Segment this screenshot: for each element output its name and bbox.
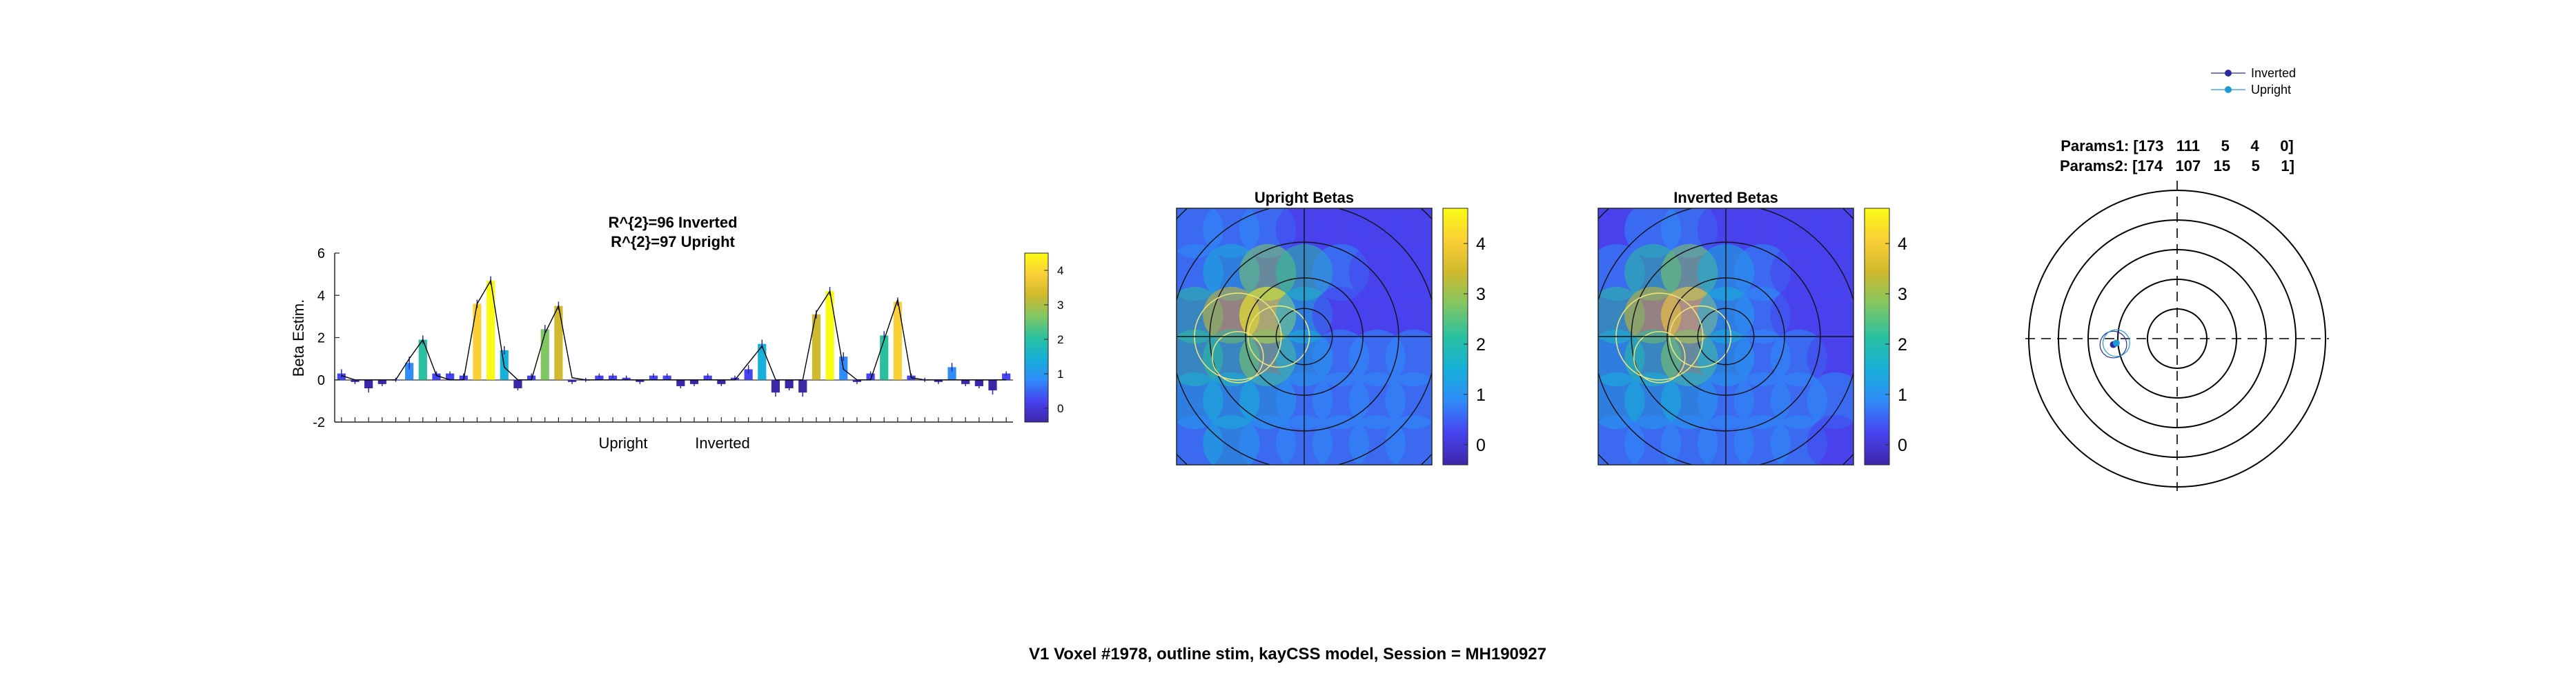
inverted-heatmap-cells — [1598, 208, 1854, 465]
colorbar-tick-label: 0 — [1057, 402, 1063, 415]
y-tick-label: -2 — [313, 415, 325, 430]
beta-bar — [988, 379, 997, 391]
y-tick-label: 0 — [317, 373, 325, 388]
colorbar-tick-label: 0 — [1476, 436, 1486, 455]
legend-box — [2207, 62, 2298, 101]
legend-marker-inverted — [2225, 70, 2232, 77]
prf-center-point — [2112, 339, 2120, 347]
prf-size-circle — [2102, 329, 2130, 357]
inverted-heatmap-title: Inverted Betas — [1673, 189, 1778, 206]
receptive-field-cell — [1807, 329, 1854, 387]
beta-bar — [446, 373, 455, 380]
inverted-heatmap-polar-grid — [1598, 208, 1854, 465]
upright-colorbar-gradient — [1442, 208, 1468, 466]
prf-points — [2099, 329, 2130, 359]
beta-bar-chart: R^{2}=96 Inverted R^{2}=97 Upright -2 0 2 4… — [290, 214, 1063, 452]
beta-bar — [880, 335, 889, 380]
receptive-field-cell — [1807, 243, 1854, 301]
receptive-field-cell — [1385, 329, 1432, 387]
colorbar-tick-label: 4 — [1476, 234, 1486, 254]
beta-bar — [418, 339, 427, 380]
colorbar-tick-label: 1 — [1057, 368, 1063, 381]
colorbar-tick-label: 1 — [1476, 386, 1486, 405]
colorbar-tick-label: 4 — [1898, 234, 1907, 254]
colorbar-tick-label: 3 — [1057, 299, 1063, 312]
colorbar-tick-label: 2 — [1057, 333, 1063, 346]
params-line-1: Params1: [173 111 5 4 0] — [2061, 137, 2294, 154]
beta-bar — [947, 367, 956, 380]
prf-size-circle — [2099, 330, 2127, 359]
legend-marker-upright — [2225, 86, 2232, 93]
beta-bar — [974, 379, 983, 386]
colorbar-tick-label: 3 — [1476, 285, 1486, 304]
colorbar-tick-label: 1 — [1898, 386, 1907, 405]
beta-bar — [866, 373, 875, 380]
colorbar-tick-label: 0 — [1898, 436, 1907, 455]
legend: Inverted Upright — [2207, 62, 2298, 101]
beta-bar — [771, 379, 780, 393]
bar-chart-title-line-1: R^{2}=96 Inverted — [608, 214, 737, 231]
group-label-upright: Upright — [599, 434, 648, 452]
receptive-field-cell — [1807, 286, 1854, 344]
inverted-colorbar-ticks: 0 1 2 3 4 — [1885, 234, 1907, 455]
beta-bar — [812, 314, 821, 380]
beta-bar — [405, 363, 414, 380]
legend-label-upright: Upright — [2251, 83, 2291, 97]
y-tick-label: 4 — [317, 288, 325, 303]
bar-marks — [337, 276, 1011, 422]
receptive-field-cell — [1807, 414, 1854, 465]
receptive-field-cell — [1807, 372, 1854, 430]
beta-bar — [554, 306, 563, 380]
model-prediction-line — [341, 279, 1007, 381]
beta-bar — [893, 301, 902, 380]
beta-bar — [473, 303, 482, 380]
params-line-2: Params2: [174 107 15 5 1] — [2060, 157, 2294, 174]
beta-bar — [744, 369, 753, 380]
bar-colorbar-ticks: 0 1 2 3 4 — [1044, 264, 1063, 415]
beta-bar — [486, 280, 495, 380]
y-tick-label: 6 — [317, 246, 325, 261]
stimulus-outline — [1633, 330, 1686, 383]
receptive-field-cell — [1385, 414, 1432, 465]
upright-betas-heatmap: Upright Betas 0 1 2 3 4 — [1176, 189, 1486, 466]
receptive-field-cell — [1385, 286, 1432, 344]
receptive-field-cell — [1385, 372, 1432, 430]
inverted-colorbar-gradient — [1864, 208, 1890, 466]
inverted-betas-heatmap: Inverted Betas 0 1 2 3 4 — [1597, 189, 1907, 466]
beta-bar — [676, 379, 685, 386]
colorbar-tick-label: 4 — [1057, 264, 1063, 277]
beta-bar — [432, 373, 441, 380]
bar-chart-axes — [334, 253, 1013, 423]
colorbar-tick-label: 2 — [1898, 335, 1907, 354]
bar-y-axis-label: Beta Estim. — [290, 299, 307, 377]
bar-colorbar: 0 1 2 3 4 — [1024, 252, 1063, 423]
beta-bar — [798, 379, 807, 393]
upright-heatmap-polar-grid — [1177, 208, 1432, 465]
upright-heatmap-frame — [1176, 208, 1433, 466]
legend-label-inverted: Inverted — [2251, 66, 2296, 80]
bar-colorbar-gradient — [1024, 252, 1049, 423]
beta-bar — [785, 379, 794, 388]
upright-colorbar-ticks: 0 1 2 3 4 — [1464, 234, 1486, 455]
beta-bar — [758, 343, 767, 380]
prf-polar-plot: Inverted Upright Params1: [173 111 5 4 0… — [2025, 62, 2329, 491]
beta-bar — [540, 329, 549, 380]
beta-bar — [513, 379, 522, 388]
beta-bar — [825, 291, 834, 380]
bar-y-ticks: -2 0 2 4 6 — [313, 246, 340, 430]
beta-bar — [1002, 373, 1011, 380]
bar-chart-title-line-2: R^{2}=97 Upright — [611, 233, 735, 250]
group-label-inverted: Inverted — [695, 434, 750, 452]
bar-model-fit — [341, 279, 1007, 381]
stimulus-outline — [1212, 330, 1264, 383]
figure-title: V1 Voxel #1978, outline stim, kayCSS mod… — [1029, 645, 1546, 663]
upright-heatmap-title: Upright Betas — [1255, 189, 1354, 206]
inverted-heatmap-frame — [1597, 208, 1854, 466]
colorbar-tick-label: 2 — [1476, 335, 1486, 354]
receptive-field-cell — [1385, 243, 1432, 301]
colorbar-tick-label: 3 — [1898, 285, 1907, 304]
y-tick-label: 2 — [317, 331, 325, 346]
